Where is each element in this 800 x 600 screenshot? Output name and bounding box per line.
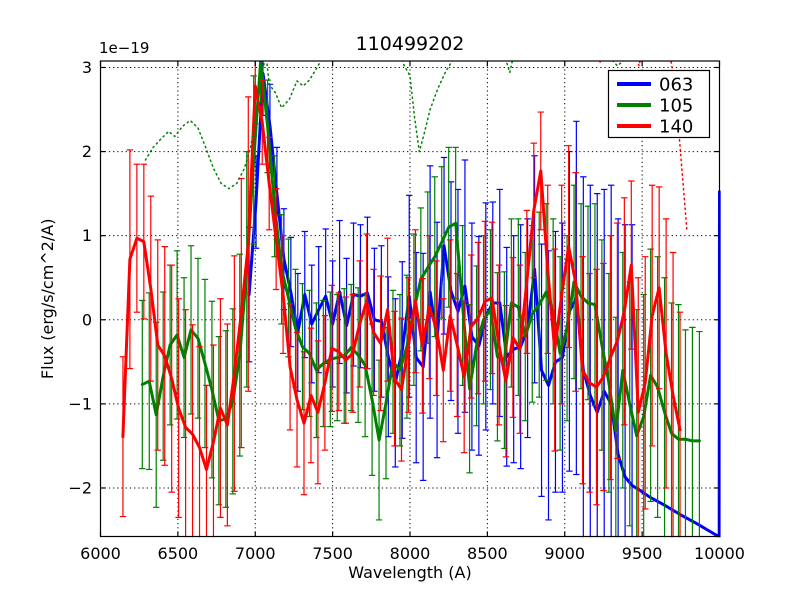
series-layer [119,60,721,538]
x-tick-label: 10000 [694,544,745,563]
y-axis-offset-text: 1e−19 [99,39,149,57]
plot-area: 6000 6500 7000 7500 8000 8500 9000 9500 10000−2−… [68,58,745,563]
y-tick-label: 1 [82,226,92,245]
legend-label-063: 063 [659,75,693,96]
y-axis-label: Flux (erg/s/cm^2/A) [38,219,57,380]
y-tick-label: −1 [68,394,92,413]
x-tick-label: 7000 [235,544,276,563]
x-tick-label: 7500 [312,544,353,563]
legend: 063 105 140 [607,69,711,139]
series-140-line [121,84,682,471]
x-tick-label: 8500 [467,544,508,563]
x-tick-label: 9500 [622,544,663,563]
y-tick-label: 3 [82,58,92,77]
x-tick-label: 9000 [544,544,585,563]
y-tick-label: 0 [82,310,92,329]
x-axis-label: Wavelength (A) [348,563,471,582]
series-140-sensitivity-dotted-line [598,60,688,233]
y-tick-label: 2 [82,142,92,161]
x-tick-label: 8000 [390,544,431,563]
x-tick-labels: 6000 6500 7000 7500 8000 8500 9000 9500 10000 [80,544,745,563]
legend-label-105: 105 [659,96,693,117]
y-tick-labels: −2 −1 0 1 2 3 [68,58,92,497]
y-tick-label: −2 [68,478,92,497]
axis-ticks [99,61,721,537]
x-tick-label: 6500 [158,544,199,563]
x-tick-label: 6000 [80,544,121,563]
chart-title: 110499202 [356,33,465,55]
legend-label-140: 140 [659,117,693,138]
